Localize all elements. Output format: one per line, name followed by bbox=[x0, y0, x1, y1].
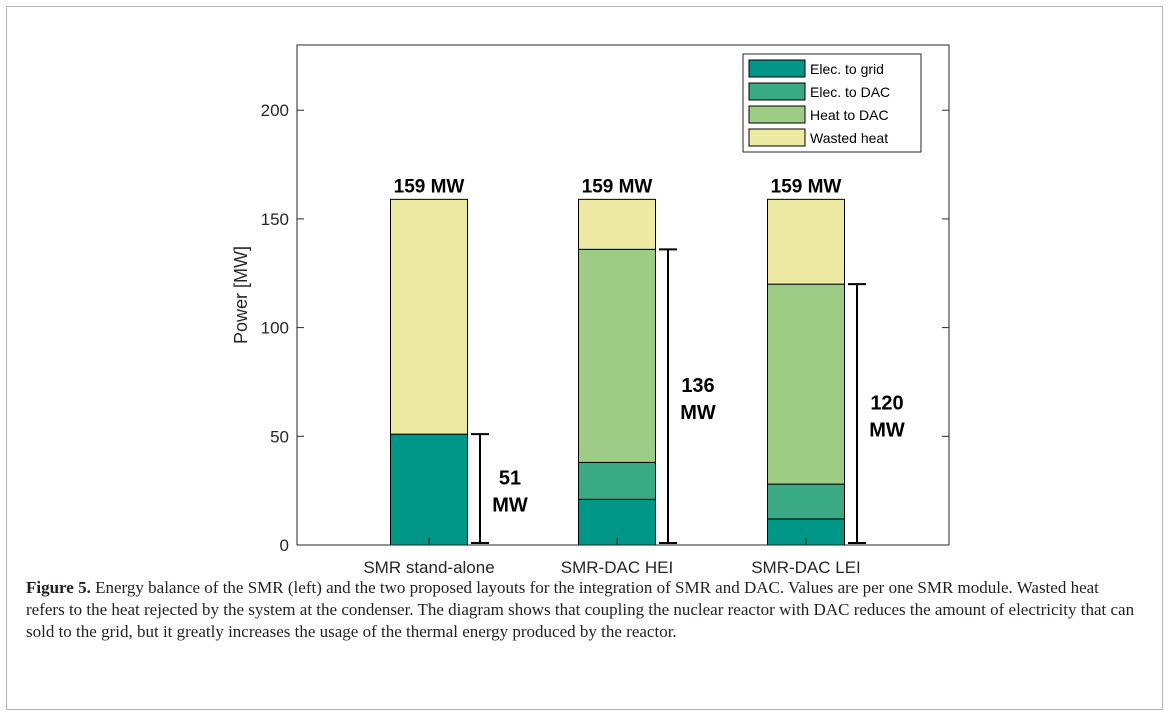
legend-entry: Wasted heat bbox=[810, 130, 888, 146]
legend-entry: Elec. to grid bbox=[810, 61, 884, 77]
bar-total-label: 159 MW bbox=[394, 176, 465, 197]
y-tick-label: 100 bbox=[261, 319, 289, 338]
bracket-value-label: 51 bbox=[499, 468, 521, 490]
x-category-label: SMR-DAC LEI bbox=[751, 558, 861, 575]
bracket-value-label: 120 bbox=[870, 393, 903, 415]
x-category-label: SMR stand-alone bbox=[363, 558, 494, 575]
bracket-unit-label: MW bbox=[680, 402, 716, 424]
legend-swatch bbox=[748, 82, 806, 101]
caption-text: Energy balance of the SMR (left) and the… bbox=[26, 578, 1135, 641]
bar-segment bbox=[578, 198, 656, 250]
stacked-bar-chart: Power [MW] 0 50 100 150 200 159 MW SMR stand-al… bbox=[231, 44, 950, 575]
bar-segment bbox=[767, 283, 845, 485]
legend-swatch bbox=[748, 105, 806, 124]
legend-entry: Heat to DAC bbox=[810, 107, 889, 123]
legend-swatch bbox=[748, 128, 806, 147]
x-category-label: SMR-DAC HEI bbox=[561, 558, 673, 575]
bar-total-label: 159 MW bbox=[771, 176, 842, 197]
y-axis-label: Power [MW] bbox=[231, 246, 251, 344]
bar-segment bbox=[390, 433, 468, 546]
bar-segment bbox=[578, 461, 656, 500]
bar-segment bbox=[578, 248, 656, 463]
bar-segment bbox=[767, 198, 845, 285]
bar-total-label: 159 MW bbox=[582, 176, 653, 197]
figure-caption: Figure 5. Energy balance of the SMR (lef… bbox=[26, 577, 1136, 643]
figure-label: Figure 5. bbox=[26, 578, 91, 597]
y-tick-label: 150 bbox=[261, 210, 289, 229]
bracket-unit-label: MW bbox=[869, 420, 905, 442]
y-tick-label: 50 bbox=[270, 427, 289, 446]
legend-swatch bbox=[748, 59, 806, 78]
legend-entry: Elec. to DAC bbox=[810, 84, 890, 100]
plot-axes-box bbox=[296, 44, 950, 546]
bar-segment bbox=[390, 198, 468, 435]
bar-segment bbox=[578, 498, 656, 546]
bracket-value-label: 136 bbox=[681, 375, 714, 397]
y-tick-label: 200 bbox=[261, 101, 289, 120]
y-tick-label: 0 bbox=[280, 536, 289, 555]
bracket-unit-label: MW bbox=[492, 495, 528, 517]
bar-segment bbox=[767, 483, 845, 520]
